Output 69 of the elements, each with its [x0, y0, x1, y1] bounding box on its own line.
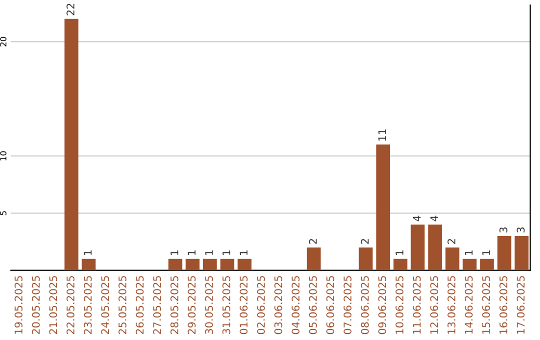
- data-label: 2: [448, 239, 456, 244]
- bar: [393, 258, 408, 270]
- x-tick-label: 04.06.2025: [292, 276, 300, 334]
- data-label: 4: [430, 216, 438, 222]
- data-label: 1: [396, 250, 404, 255]
- x-tick-label: 19.05.2025: [14, 276, 22, 334]
- bar: [514, 236, 529, 270]
- y-tick-label: 5: [0, 211, 6, 216]
- y-tick-label: 20: [0, 36, 6, 46]
- bar: [462, 258, 477, 270]
- x-tick-label: 20.05.2025: [32, 276, 40, 334]
- x-tick-label: 12.06.2025: [430, 276, 438, 334]
- x-tick-label: 15.06.2025: [482, 276, 490, 334]
- x-tick-label: 08.06.2025: [360, 276, 369, 334]
- x-tick-label: 09.06.2025: [378, 276, 386, 334]
- data-label: 1: [222, 250, 230, 255]
- bar: [64, 18, 78, 270]
- x-tick-label: 27.05.2025: [153, 276, 162, 334]
- data-label: 1: [464, 250, 473, 255]
- data-label: 1: [205, 250, 213, 255]
- x-tick-label: 25.05.2025: [118, 276, 126, 334]
- x-tick-label: 24.05.2025: [101, 276, 110, 334]
- x-tick-label: 28.05.2025: [170, 276, 178, 334]
- bar: [376, 144, 390, 270]
- x-tick-label: 17.06.2025: [516, 276, 525, 334]
- x-tick-label: 30.05.2025: [205, 276, 213, 334]
- bar: [358, 247, 373, 270]
- bar: [168, 258, 182, 270]
- data-label: 2: [308, 239, 317, 244]
- bar: [480, 258, 494, 270]
- x-tick-label: 13.06.2025: [448, 276, 456, 334]
- bar: [186, 258, 200, 270]
- data-label: 3: [516, 227, 525, 232]
- x-tick-label: 23.05.2025: [84, 276, 92, 334]
- data-label: 1: [188, 250, 196, 255]
- x-tick-label: 11.06.2025: [412, 276, 421, 334]
- data-label: 11: [378, 129, 386, 141]
- x-tick-label: 01.06.2025: [240, 276, 248, 334]
- x-tick-label: 26.05.2025: [136, 276, 144, 334]
- x-tick-label: 06.06.2025: [326, 276, 334, 334]
- bar: [82, 258, 96, 270]
- bar: [428, 224, 442, 270]
- data-label: 2: [360, 239, 369, 244]
- x-tick-label: 14.06.2025: [464, 276, 473, 334]
- bar: [203, 258, 217, 270]
- bar: [497, 236, 512, 270]
- x-tick-label: 31.05.2025: [222, 276, 230, 334]
- x-tick-label: 07.06.2025: [344, 276, 352, 334]
- data-label: 4: [413, 216, 421, 222]
- y-tick-label: 10: [0, 151, 6, 160]
- data-label: 1: [240, 250, 248, 255]
- x-tick-label: 16.06.2025: [499, 276, 508, 334]
- bar: [410, 224, 425, 270]
- x-tick-label: 21.05.2025: [49, 276, 58, 334]
- x-tick-label: 22.05.2025: [66, 276, 74, 334]
- x-tick-label: 02.06.2025: [257, 276, 265, 334]
- data-label: 3: [499, 227, 508, 232]
- bar: [220, 258, 234, 270]
- data-label: 1: [170, 250, 178, 255]
- x-tick-label: 10.06.2025: [396, 276, 404, 334]
- bar: [238, 258, 252, 270]
- bar: [445, 247, 460, 270]
- x-tick-label: 03.06.2025: [274, 276, 282, 334]
- bar: [306, 247, 321, 270]
- data-label: 1: [482, 250, 490, 255]
- x-tick-label: 29.05.2025: [188, 276, 196, 334]
- data-label: 22: [66, 4, 74, 16]
- data-label: 1: [84, 250, 92, 255]
- x-tick-label: 05.06.2025: [308, 276, 317, 334]
